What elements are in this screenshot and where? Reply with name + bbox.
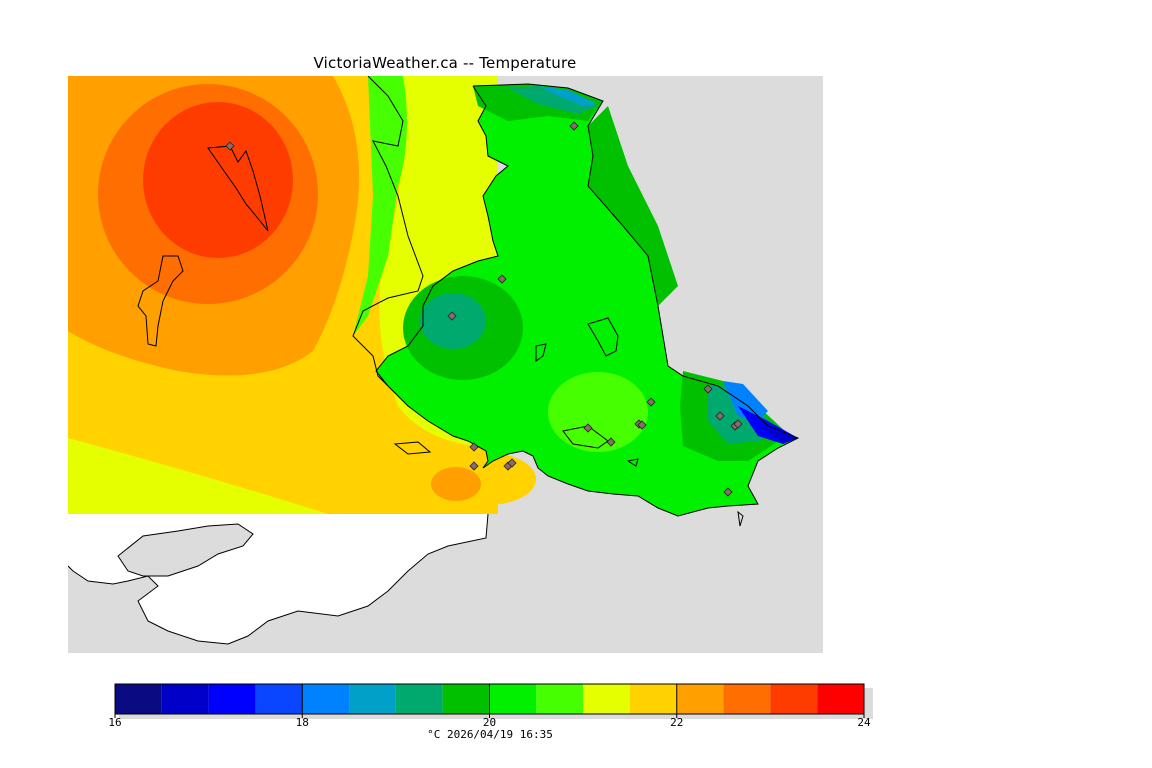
legend-bin-3 — [255, 684, 303, 714]
legend-bin-5 — [349, 684, 396, 714]
legend-bin-7 — [442, 684, 490, 714]
station-marker[interactable] — [637, 420, 647, 430]
coastline-outlines — [68, 76, 800, 645]
legend-tick-label-1: 18 — [296, 716, 309, 729]
legend-bin-12 — [676, 684, 724, 714]
temperature-contours-west — [68, 76, 536, 514]
station-marker[interactable] — [569, 121, 579, 131]
legend-bin-13 — [723, 684, 771, 714]
station-marker[interactable] — [469, 461, 479, 471]
legend-bin-10 — [583, 684, 630, 714]
station-marker[interactable] — [715, 411, 725, 421]
legend-tick-label-4: 24 — [857, 716, 871, 729]
station-marker[interactable] — [447, 311, 457, 321]
legend-bin-2 — [208, 684, 256, 714]
legend-tick-label-3: 22 — [670, 716, 683, 729]
station-marker[interactable] — [507, 458, 517, 468]
station-marker[interactable] — [606, 437, 616, 447]
legend-tick-label-0: 16 — [108, 716, 121, 729]
land-no-data-inner — [117, 523, 254, 577]
legend-bin-8 — [489, 684, 537, 714]
station-marker[interactable] — [646, 397, 656, 407]
legend-bin-9 — [536, 684, 584, 714]
station-marker[interactable] — [497, 274, 507, 284]
legend-caption: °C 2026/04/19 16:35 — [427, 728, 553, 741]
station-marker[interactable] — [723, 487, 733, 497]
station-marker[interactable] — [225, 141, 235, 151]
station-marker[interactable] — [703, 384, 713, 394]
legend-bin-0 — [115, 684, 162, 714]
legend-bin-6 — [395, 684, 443, 714]
temperature-map[interactable] — [68, 76, 823, 653]
legend-bin-11 — [629, 684, 677, 714]
station-marker[interactable] — [583, 423, 593, 433]
station-marker[interactable] — [733, 419, 743, 429]
legend-tick-label-2: 20 — [483, 716, 496, 729]
station-marker[interactable] — [469, 442, 479, 452]
legend-bin-4 — [302, 684, 350, 714]
legend-bin-14 — [770, 684, 818, 714]
legend-bin-1 — [161, 684, 209, 714]
station-markers[interactable] — [225, 121, 743, 497]
temperature-contours-east — [376, 84, 798, 516]
legend-bin-15 — [817, 684, 864, 714]
map-title: VictoriaWeather.ca -- Temperature — [313, 54, 577, 72]
